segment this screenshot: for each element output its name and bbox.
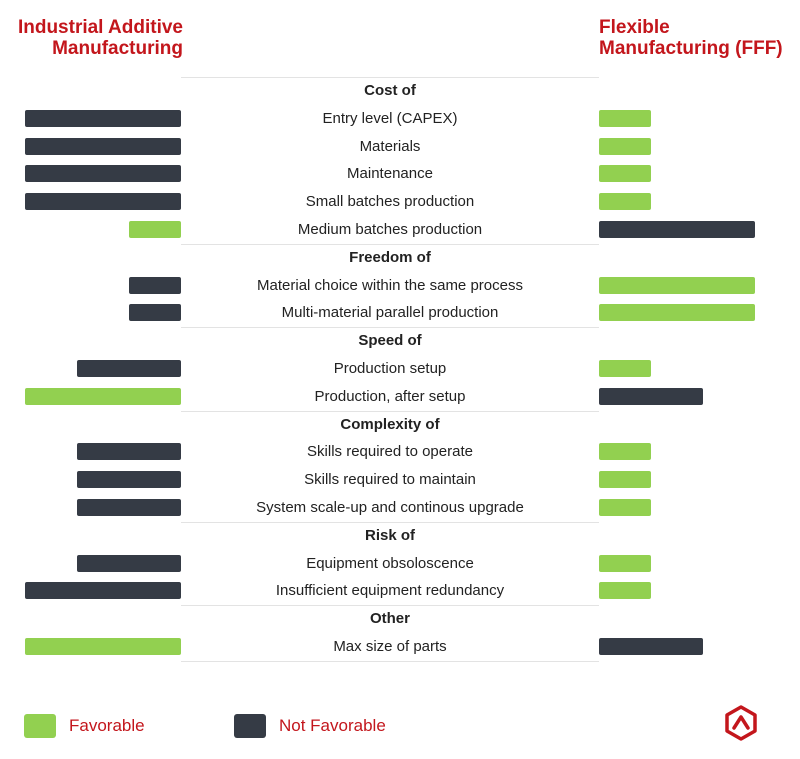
right-bar bbox=[599, 165, 651, 183]
right-bar bbox=[599, 276, 755, 294]
right-bar bbox=[599, 582, 651, 600]
right-bar bbox=[599, 360, 651, 377]
category-heading: Cost of bbox=[364, 82, 416, 99]
right-bar bbox=[599, 137, 651, 155]
row-label: Production setup bbox=[333, 360, 447, 377]
row-label: Skills required to maintain bbox=[304, 471, 476, 489]
left-bar bbox=[129, 304, 181, 322]
left-bar bbox=[25, 582, 181, 600]
row-label: Skills required to operate bbox=[307, 443, 473, 461]
left-title-line1: Industrial Additive bbox=[17, 17, 183, 38]
left-bar bbox=[25, 165, 181, 183]
left-bar bbox=[25, 137, 181, 155]
row-label: Maintenance bbox=[347, 165, 433, 183]
category-heading: Freedom of bbox=[349, 248, 431, 266]
right-bar bbox=[599, 638, 703, 655]
right-bar bbox=[599, 304, 755, 322]
left-bar bbox=[25, 193, 181, 211]
category-heading: Complexity of bbox=[340, 415, 440, 433]
right-bar bbox=[599, 221, 755, 238]
right-bar bbox=[599, 554, 651, 572]
group-separator bbox=[181, 243, 599, 245]
row-label: Material choice within the same process bbox=[257, 276, 523, 294]
right-bar bbox=[599, 109, 651, 127]
row-label: Medium batches production bbox=[297, 221, 483, 238]
group-separator bbox=[181, 660, 599, 662]
legend-favorable: Favorable bbox=[24, 714, 145, 738]
right-bar bbox=[599, 499, 651, 516]
row-label: Entry level (CAPEX) bbox=[322, 109, 458, 127]
not-favorable-swatch bbox=[234, 714, 266, 738]
right-bar bbox=[599, 387, 703, 405]
left-bar bbox=[25, 638, 181, 655]
favorable-legend-label: Favorable bbox=[69, 716, 145, 735]
right-bar bbox=[599, 193, 651, 211]
row-label: Multi-material parallel production bbox=[281, 304, 499, 322]
left-bar bbox=[77, 554, 181, 572]
left-bar bbox=[25, 387, 181, 405]
group-separator bbox=[181, 327, 599, 329]
legend-not-favorable: Not Favorable bbox=[234, 714, 386, 738]
left-bar bbox=[129, 221, 181, 238]
row-label: Equipment obsoloscence bbox=[306, 554, 474, 572]
group-separator bbox=[181, 605, 599, 607]
not-favorable-legend-label: Not Favorable bbox=[279, 716, 386, 735]
row-label: Insufficient equipment redundancy bbox=[275, 582, 505, 600]
left-bar bbox=[129, 276, 181, 294]
right-title-line2: Manufacturing (FFF) bbox=[599, 38, 783, 59]
group-separator bbox=[181, 77, 599, 78]
right-bar bbox=[599, 471, 651, 489]
category-heading: Risk of bbox=[364, 526, 415, 544]
right-bar bbox=[599, 443, 651, 461]
left-bar bbox=[77, 471, 181, 489]
row-label: System scale-up and continous upgrade bbox=[256, 499, 524, 516]
group-separator bbox=[181, 521, 599, 523]
left-title-line2: Manufacturing bbox=[52, 38, 183, 59]
left-bar bbox=[77, 360, 181, 377]
left-bar bbox=[77, 499, 181, 516]
row-label: Max size of parts bbox=[333, 638, 447, 655]
left-bar bbox=[25, 109, 181, 127]
row-label: Materials bbox=[359, 137, 421, 155]
group-separator bbox=[181, 410, 599, 412]
category-heading: Other bbox=[369, 610, 410, 628]
left-bar bbox=[77, 443, 181, 461]
right-column-title: Flexible Manufacturing (FFF) bbox=[599, 17, 783, 59]
caret-hexagon-logo-icon bbox=[725, 705, 757, 741]
favorable-swatch bbox=[24, 714, 56, 738]
row-label: Small batches production bbox=[305, 193, 475, 211]
right-title-line1: Flexible bbox=[599, 17, 670, 38]
left-column-title: Industrial Additive Manufacturing bbox=[18, 17, 183, 59]
category-heading: Speed of bbox=[358, 332, 422, 350]
row-label: Production, after setup bbox=[314, 387, 466, 405]
